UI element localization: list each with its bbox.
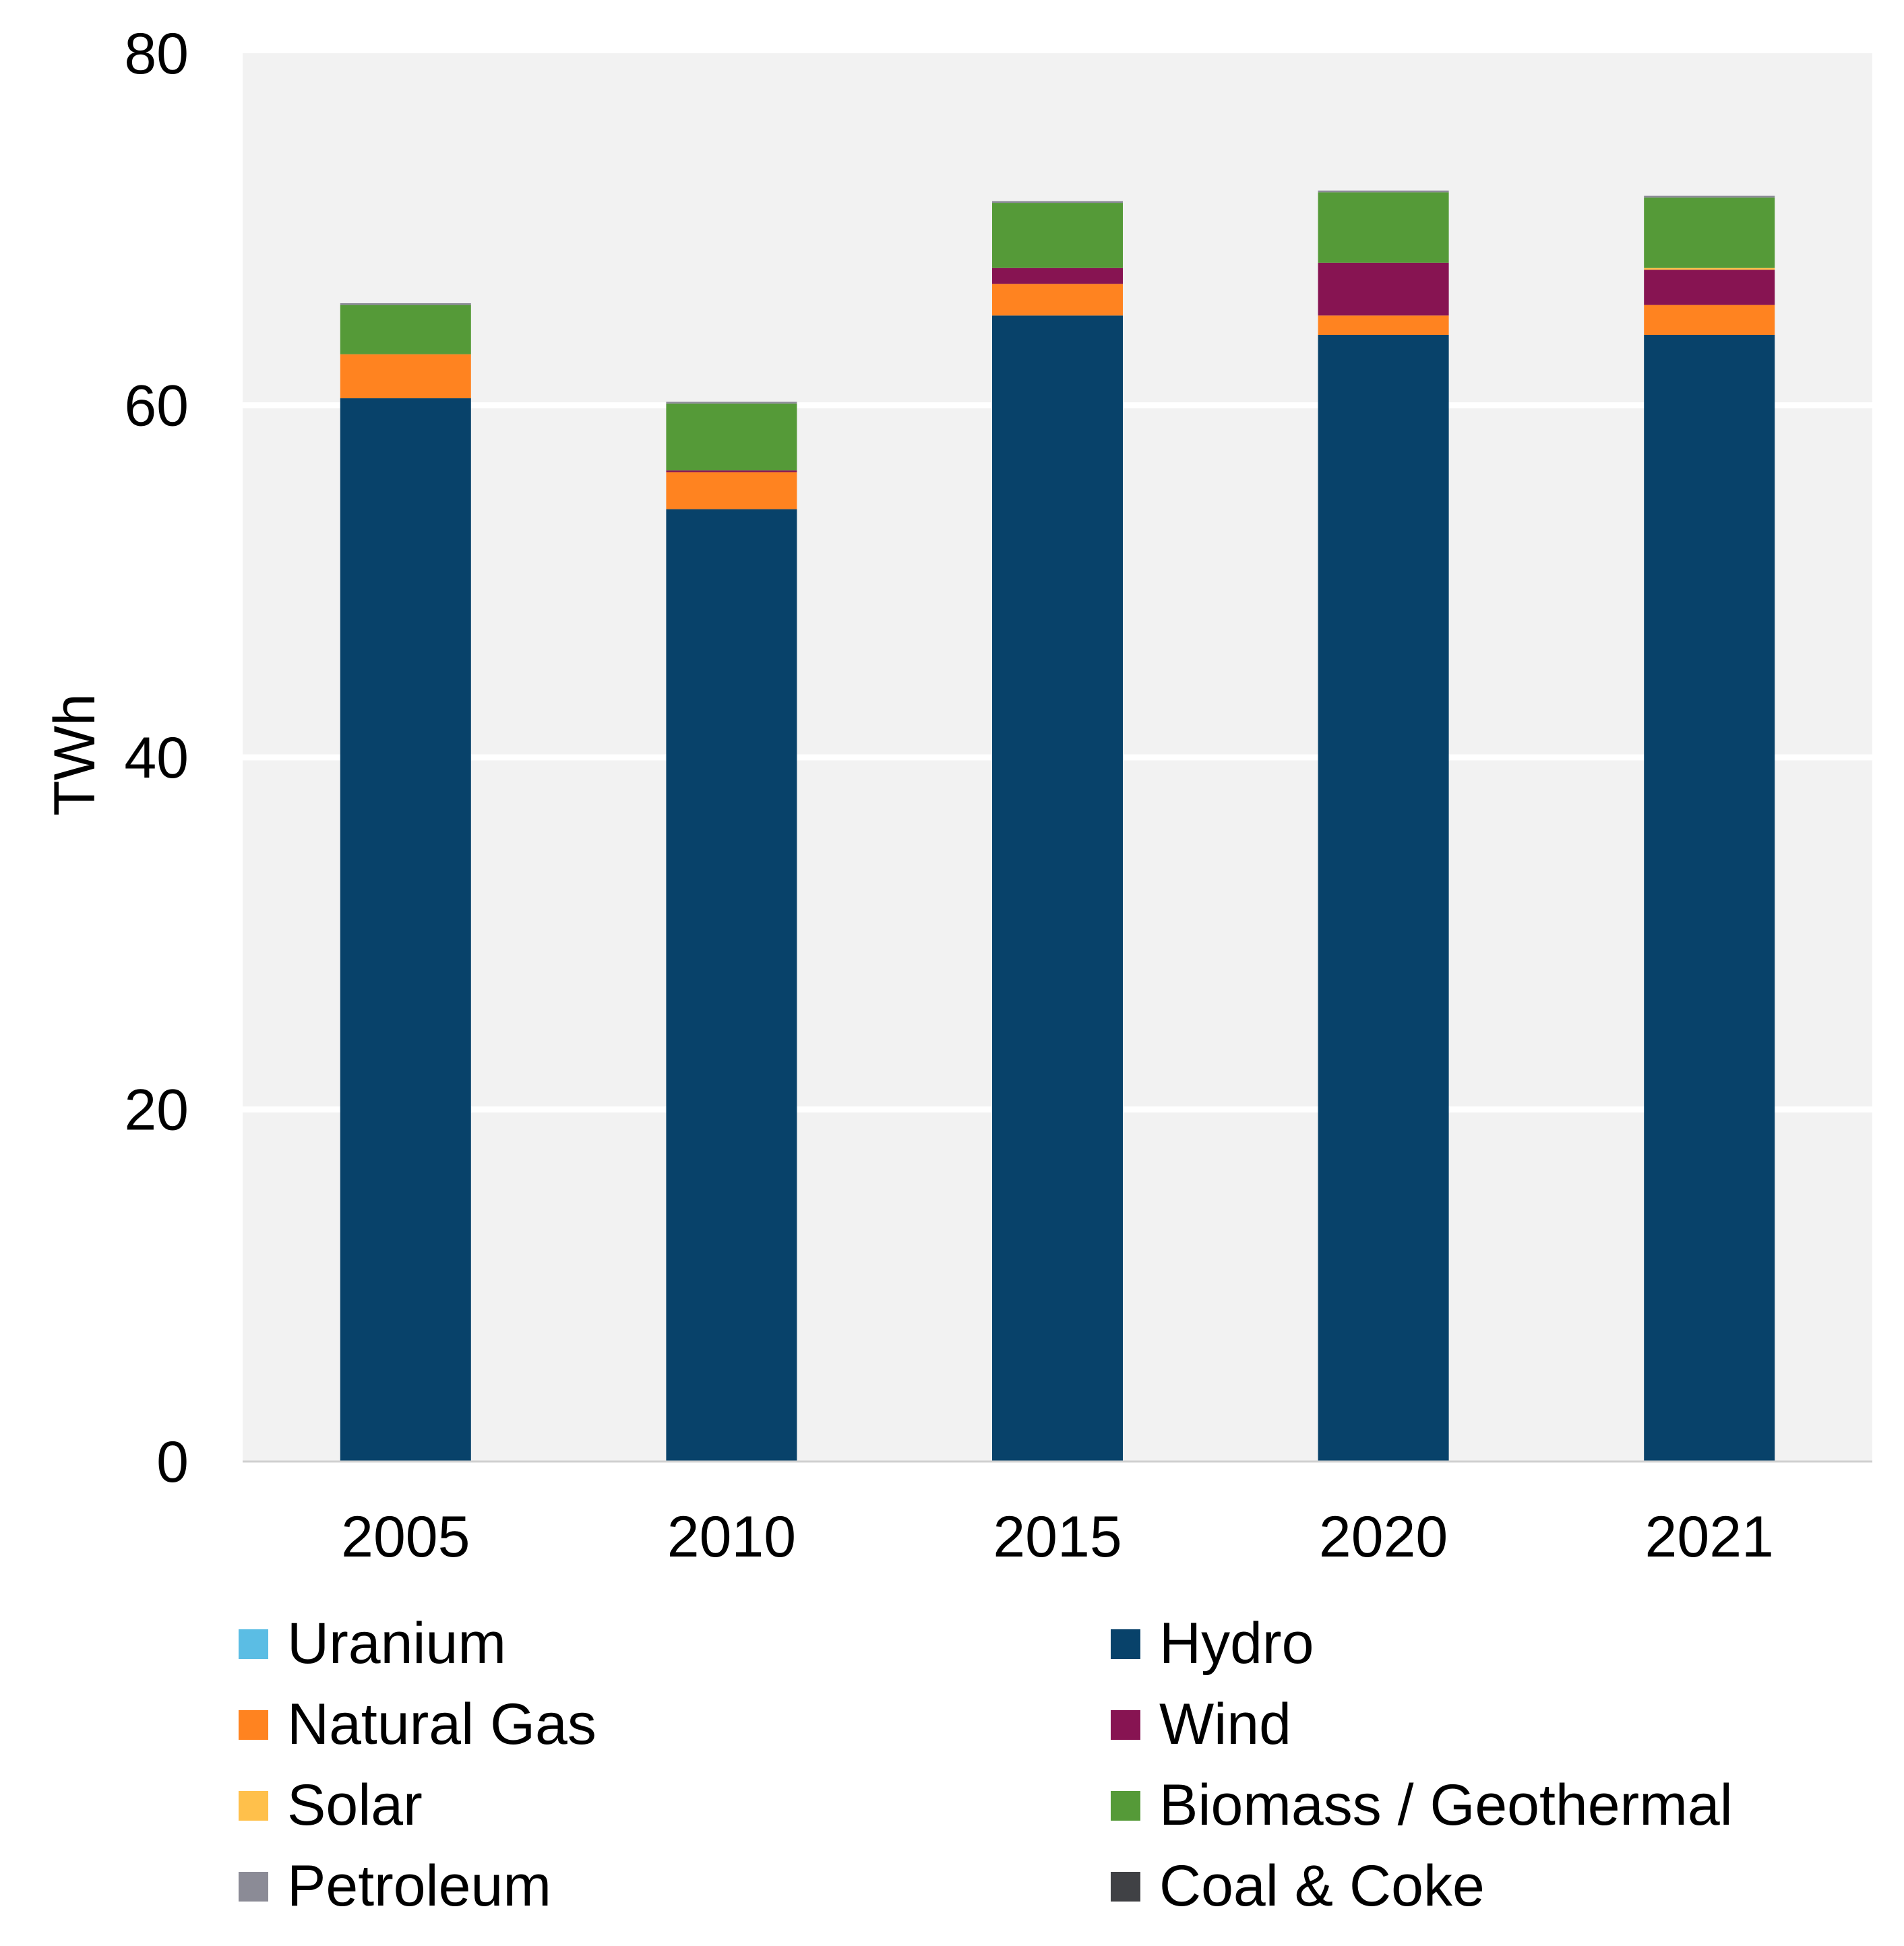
bar-segment-natural-gas-2015 [992,284,1123,316]
bar-segment-wind-2015 [992,268,1123,284]
bar-segment-petroleum-2021 [1644,195,1775,198]
y-tick-label: 20 [124,1078,189,1143]
bar-segment-hydro-2020 [1318,335,1449,1462]
y-tick-label: 60 [124,374,189,439]
bar-segment-solar-2021 [1644,268,1775,270]
bar-segment-biomass-geothermal-2005 [340,305,471,354]
bar-segment-petroleum-2010 [666,402,797,404]
x-tick-label: 2005 [341,1505,470,1569]
bar-segment-wind-2021 [1644,270,1775,305]
y-tick-label: 0 [156,1430,189,1495]
bar-segment-hydro-2005 [340,398,471,1462]
bar-segment-natural-gas-2005 [340,354,471,399]
x-tick-label: 2020 [1319,1505,1448,1569]
x-tick-label: 2010 [667,1505,796,1569]
bar-segment-hydro-2021 [1644,335,1775,1462]
bar-segment-hydro-2010 [666,509,797,1462]
x-tick-label: 2021 [1645,1505,1774,1569]
bar-segment-biomass-geothermal-2010 [666,403,797,471]
y-tick-label: 80 [124,22,189,86]
bar-segment-petroleum-2005 [340,303,471,305]
x-tick-label: 2015 [993,1505,1122,1569]
bar-segment-natural-gas-2021 [1644,305,1775,335]
bar-segment-hydro-2015 [992,315,1123,1462]
bar-segment-biomass-geothermal-2021 [1644,197,1775,268]
bar-segment-natural-gas-2010 [666,472,797,509]
bar-segment-biomass-geothermal-2020 [1318,192,1449,263]
bar-segment-natural-gas-2020 [1318,315,1449,335]
bar-segment-biomass-geothermal-2015 [992,203,1123,268]
bar-segment-wind-2020 [1318,262,1449,316]
bar-segment-petroleum-2020 [1318,190,1449,193]
bar-segment-petroleum-2015 [992,201,1123,203]
y-axis-label: TWh [42,693,107,816]
bar-segment-wind-2010 [666,470,797,472]
y-tick-label: 40 [124,726,189,790]
